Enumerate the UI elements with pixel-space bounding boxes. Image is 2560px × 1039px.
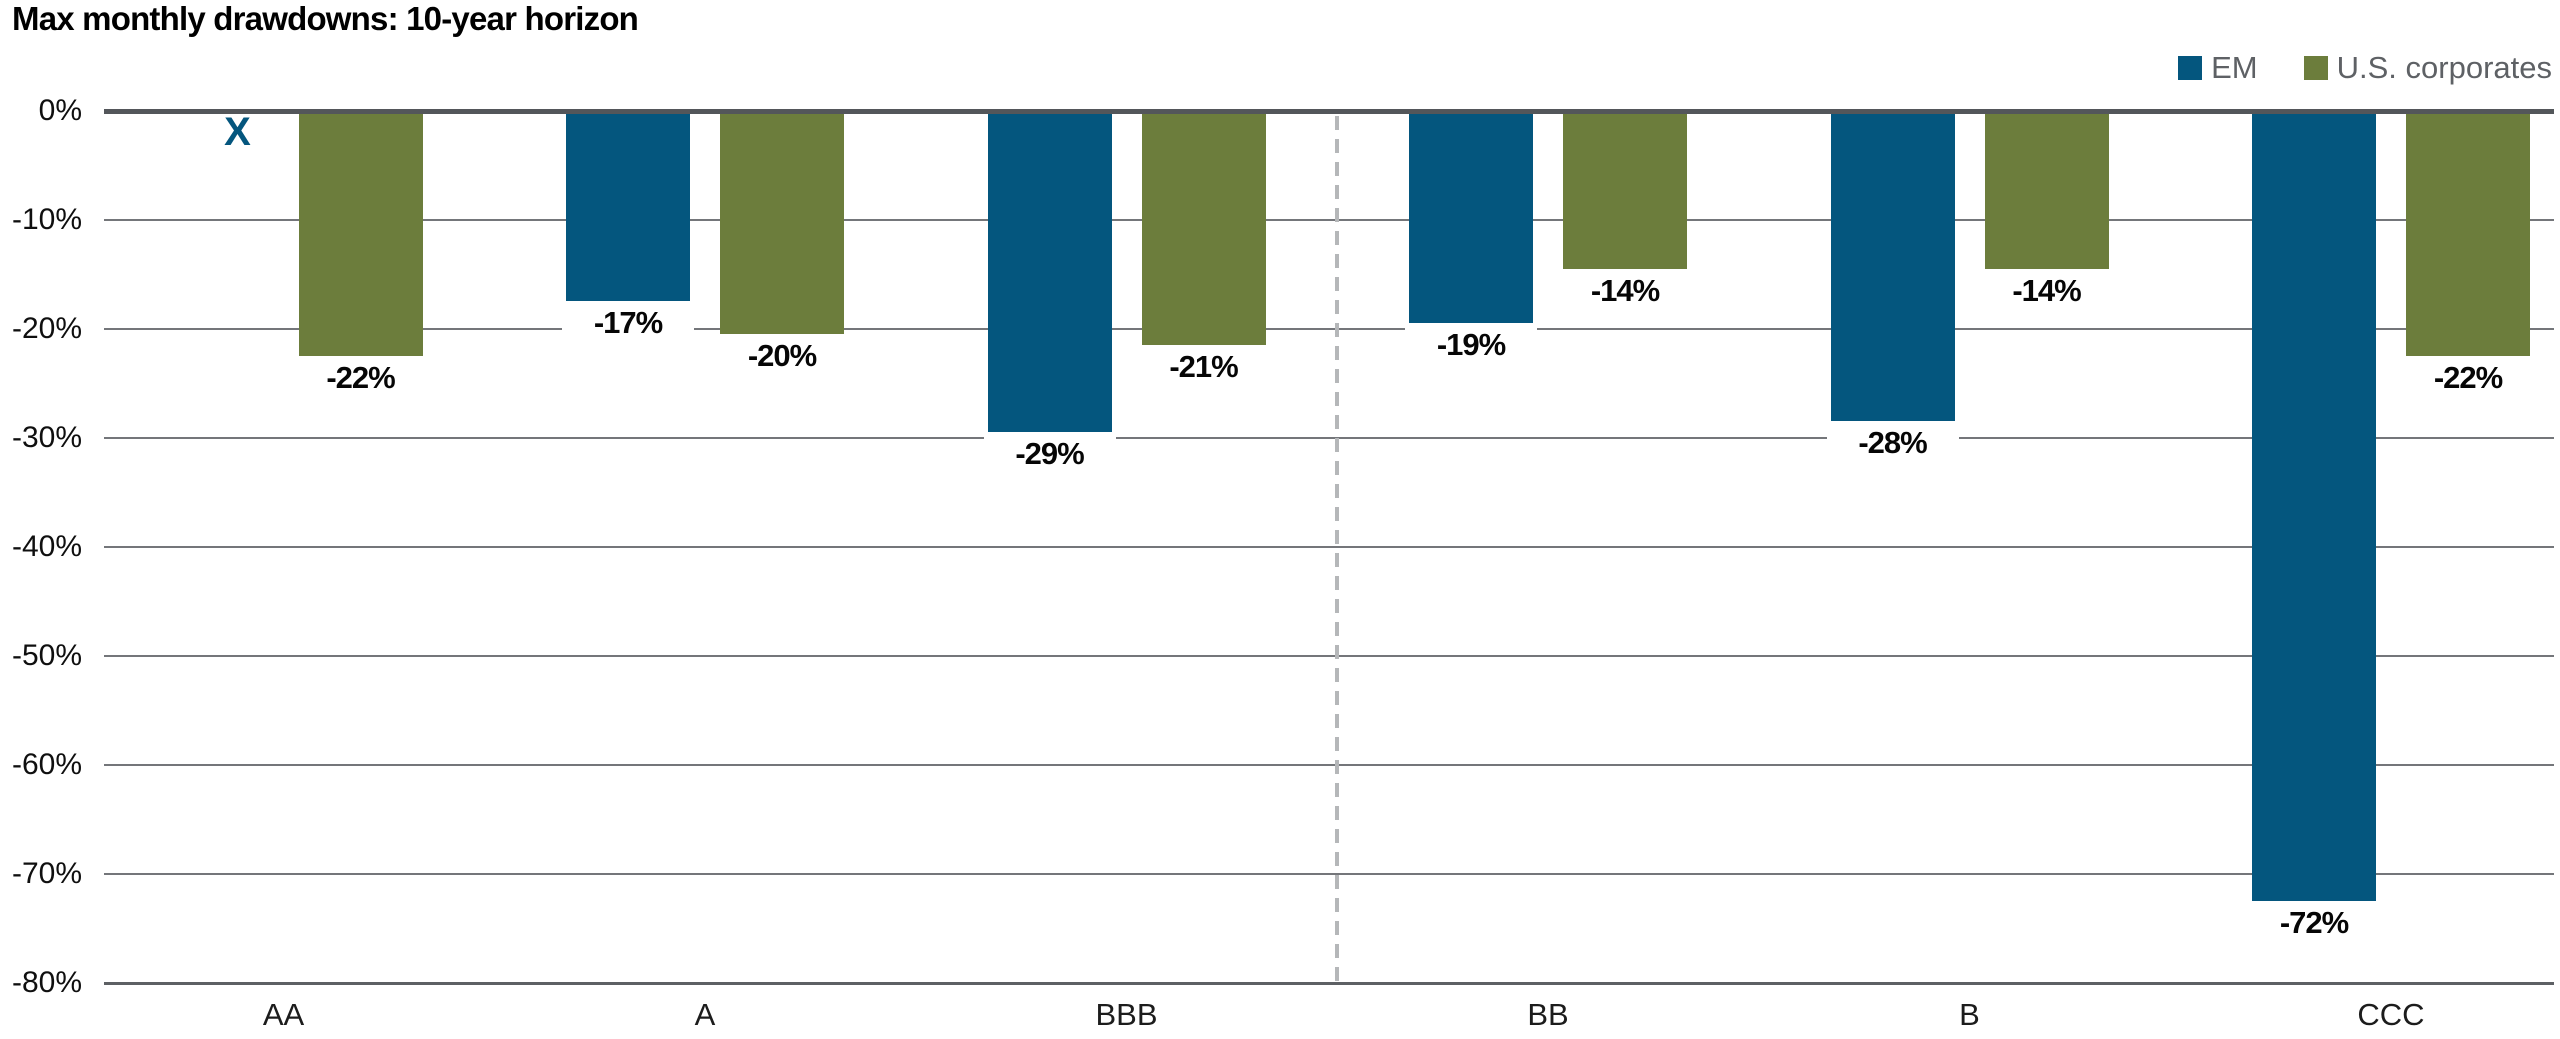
legend-item-us-corporates: U.S. corporates <box>2303 50 2552 86</box>
bar-value-label: -72% <box>2248 906 2380 939</box>
bar-value-label: -19% <box>1405 328 1537 361</box>
y-axis-tick-label: -40% <box>11 530 82 563</box>
us-corporates-bar <box>1563 114 1687 269</box>
us-corporates-bar <box>1984 114 2109 269</box>
em-bar <box>987 114 1112 432</box>
y-axis-tick-label: -70% <box>11 857 82 890</box>
gridline <box>104 873 2554 875</box>
bar-value-label: -21% <box>1137 350 1270 383</box>
y-axis-tick-label: -30% <box>11 421 82 454</box>
em-bar <box>566 114 690 301</box>
bar-value-label: -22% <box>2402 361 2534 394</box>
bar-value-label: -17% <box>562 306 694 339</box>
y-axis-tick-label: 0% <box>38 94 82 127</box>
bar-value-label: -20% <box>716 339 848 372</box>
chart-title: Max monthly drawdowns: 10-year horizon <box>12 0 639 37</box>
gridline <box>104 764 2554 766</box>
gridline <box>104 219 2554 221</box>
category-label-aa: AA <box>262 997 305 1032</box>
gridline <box>104 546 2554 548</box>
legend-label-us-corporates: U.S. corporates <box>2336 50 2552 85</box>
us-corporates-swatch-icon <box>2303 56 2328 80</box>
y-axis-tick-label: -10% <box>11 203 82 236</box>
gridline <box>104 437 2554 439</box>
bar-value-label: -14% <box>1980 274 2113 307</box>
category-label-a: A <box>694 997 716 1032</box>
category-label-bb: BB <box>1527 997 1569 1032</box>
gridline <box>104 655 2554 657</box>
y-axis-tick-label: -60% <box>11 748 82 781</box>
x-axis-zero-line <box>104 109 2554 114</box>
y-axis-tick-label: -80% <box>11 966 82 999</box>
us-corporates-bar <box>1141 114 1266 345</box>
legend-item-em: EM <box>2178 50 2258 86</box>
us-corporates-bar <box>2406 114 2530 356</box>
em-bar <box>1409 114 1533 323</box>
us-corporates-bar <box>720 114 844 334</box>
em-bar <box>1830 114 1955 421</box>
bar-value-label: -29% <box>983 437 1116 470</box>
y-axis-tick-label: -20% <box>11 312 82 345</box>
bar-value-label: -14% <box>1559 274 1691 307</box>
gridline <box>104 328 2554 330</box>
em-swatch-icon <box>2178 56 2203 80</box>
legend: EM U.S. corporates <box>2178 50 2552 86</box>
category-label-bbb: BBB <box>1095 997 1158 1032</box>
missing-value-x-marker: X <box>224 110 251 154</box>
category-label-b: B <box>1959 997 1980 1032</box>
us-corporates-bar <box>298 114 423 356</box>
gridline <box>104 982 2554 985</box>
legend-label-em: EM <box>2211 50 2258 85</box>
bar-value-label: -28% <box>1826 426 1959 459</box>
bar-value-label: -22% <box>294 361 427 394</box>
ig-hy-separator-dashed-line <box>1335 116 1339 984</box>
em-bar <box>2252 114 2376 901</box>
y-axis-tick-label: -50% <box>11 639 82 672</box>
category-label-ccc: CCC <box>2357 997 2425 1032</box>
